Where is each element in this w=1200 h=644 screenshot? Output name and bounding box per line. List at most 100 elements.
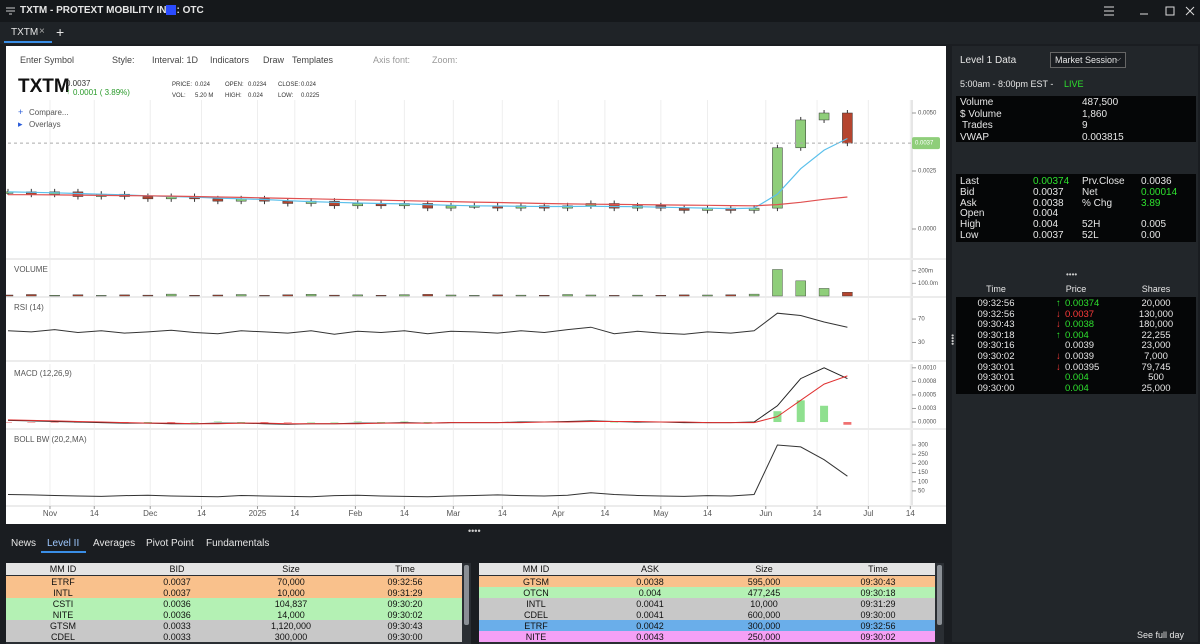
window-controls[interactable] bbox=[1100, 4, 1196, 18]
toolbar-item[interactable]: Indicators bbox=[210, 55, 250, 65]
histogram-bar bbox=[27, 422, 36, 423]
column-header: BID bbox=[169, 564, 185, 574]
book-row: NITE 0.0043 250,000 09:30:02 bbox=[479, 631, 935, 642]
histogram-bar bbox=[213, 421, 222, 423]
session-select[interactable]: Market Session ⌵ bbox=[1050, 52, 1126, 68]
moving-average bbox=[7, 137, 848, 210]
histogram-bar bbox=[190, 422, 199, 423]
candle bbox=[445, 205, 457, 209]
column-header: MM ID bbox=[49, 564, 77, 574]
bottom-tab[interactable]: Level II bbox=[47, 538, 80, 549]
toolbar-item[interactable]: Templates bbox=[292, 55, 334, 65]
book-cell: 300,000 bbox=[747, 621, 781, 631]
book-cell: 10,000 bbox=[277, 588, 305, 598]
y-tick-label: 100.0m bbox=[918, 281, 938, 287]
y-tick-label: 0.0003 bbox=[918, 406, 937, 412]
book-row: ETRF 0.0037 70,000 09:32:56 bbox=[6, 576, 462, 587]
moving-average bbox=[8, 194, 848, 207]
volume-bar bbox=[725, 294, 736, 297]
histogram-bar bbox=[820, 405, 829, 423]
volume-bar bbox=[539, 295, 550, 297]
macd-line bbox=[7, 367, 848, 425]
volume-bar bbox=[702, 294, 713, 297]
volume-bar bbox=[772, 269, 783, 297]
volume-bar bbox=[399, 294, 410, 297]
ts-shares: 25,000 bbox=[1141, 382, 1171, 394]
quote-cell: Bid bbox=[960, 186, 975, 198]
scrollbar bbox=[464, 565, 469, 625]
bottom-tab[interactable]: News bbox=[11, 538, 37, 549]
book-cell: 70,000 bbox=[277, 577, 305, 587]
book-cell: 0.0033 bbox=[163, 632, 191, 642]
book-cell: 09:32:56 bbox=[387, 577, 423, 587]
toolbar-item[interactable]: Style: bbox=[112, 55, 135, 65]
book-cell: GTSM bbox=[50, 621, 76, 631]
bottom-tab[interactable]: Averages bbox=[93, 538, 136, 549]
book-cell: 104,837 bbox=[274, 599, 308, 609]
toolbar-item[interactable]: Draw bbox=[263, 55, 285, 65]
ts-price: 0.004 bbox=[1065, 382, 1089, 394]
pane-title: VOLUME bbox=[14, 265, 48, 274]
book-cell: OTCN bbox=[523, 588, 549, 598]
add-tab[interactable]: + bbox=[56, 24, 65, 40]
tick-arrow: ↑ bbox=[1056, 298, 1061, 309]
quote-table: Last 0.00374 Prv.Close 0.0036 Bid 0.0037 Net 0.… bbox=[956, 174, 1196, 242]
volume-bar bbox=[259, 295, 270, 297]
x-tick-label: 14 bbox=[400, 509, 409, 518]
x-tick-label: Jun bbox=[759, 509, 772, 518]
ts-time: 09:32:56 bbox=[977, 298, 1015, 309]
book-cell: 09:30:00 bbox=[387, 632, 423, 642]
book-cell: CDEL bbox=[523, 610, 548, 620]
book-cell: 0.0038 bbox=[636, 577, 664, 587]
bottom-tab[interactable]: Fundamentals bbox=[206, 538, 270, 549]
y-tick-label: 0.0000 bbox=[918, 227, 937, 233]
x-tick-label: 14 bbox=[197, 509, 206, 518]
toolbar-item[interactable]: Enter Symbol bbox=[20, 55, 75, 65]
splitter: •••• bbox=[1066, 270, 1078, 279]
book-row: INTL 0.0037 10,000 09:31:29 bbox=[6, 587, 462, 598]
chevron: ⌵ bbox=[1115, 54, 1122, 63]
volume-bar bbox=[26, 294, 37, 297]
quote-cell: Open bbox=[960, 208, 985, 220]
stat-label: VWAP bbox=[960, 131, 990, 143]
volume-bar bbox=[609, 295, 620, 297]
candle bbox=[352, 203, 363, 207]
book-cell: 09:30:02 bbox=[860, 632, 896, 642]
column-header: Size bbox=[282, 564, 300, 574]
toolbar-item[interactable]: Interval: 1D bbox=[152, 55, 199, 65]
footer-link[interactable]: See full day bbox=[1137, 630, 1185, 640]
symbol-tab[interactable]: TXTM bbox=[11, 27, 39, 38]
stat-value: 1,860 bbox=[1082, 108, 1108, 120]
ts-price: 0.004 bbox=[1065, 372, 1089, 384]
tab-close[interactable]: × bbox=[39, 26, 45, 37]
y-tick-label: 0.0008 bbox=[918, 379, 937, 385]
menu-icon[interactable] bbox=[6, 6, 16, 16]
histogram-bar bbox=[167, 422, 176, 423]
stat-value: 9 bbox=[1082, 120, 1088, 131]
quote-cell: 0.004 bbox=[1033, 208, 1059, 220]
field-label: VOL: bbox=[172, 93, 186, 99]
histogram-bar bbox=[330, 422, 339, 423]
volume-bar bbox=[515, 294, 527, 297]
histogram-bar bbox=[143, 422, 152, 423]
live-label: LIVE bbox=[1064, 79, 1084, 89]
histogram-bar bbox=[307, 422, 316, 423]
window-title: TXTM - PROTEXT MOBILITY INC : OTC bbox=[20, 5, 204, 16]
stat-label: Volume bbox=[960, 97, 994, 108]
toolbar-item[interactable]: Axis font: bbox=[373, 55, 411, 65]
volume-bar bbox=[189, 295, 200, 297]
book-cell: 09:30:18 bbox=[860, 588, 896, 598]
bottom-tab[interactable]: Pivot Point bbox=[146, 538, 194, 549]
stat-value: 0.003815 bbox=[1082, 131, 1124, 143]
chart-link[interactable]: Overlays bbox=[29, 120, 61, 129]
book-cell: 300,000 bbox=[274, 632, 308, 642]
toolbar-item[interactable]: Zoom: bbox=[432, 55, 458, 65]
ts-time: 09:30:01 bbox=[977, 372, 1015, 384]
x-tick-label: 14 bbox=[290, 509, 299, 518]
volume-bar bbox=[282, 294, 293, 297]
indicator-line bbox=[7, 312, 848, 335]
chart-link[interactable]: Compare... bbox=[29, 108, 69, 117]
y-tick-label: 100 bbox=[918, 479, 929, 485]
ts-shares: 7,000 bbox=[1144, 351, 1168, 362]
ts-table: 09:32:56 ↑ 0.00374 20,000 09:32:56 ↓ 0.0037 130… bbox=[956, 297, 1196, 394]
